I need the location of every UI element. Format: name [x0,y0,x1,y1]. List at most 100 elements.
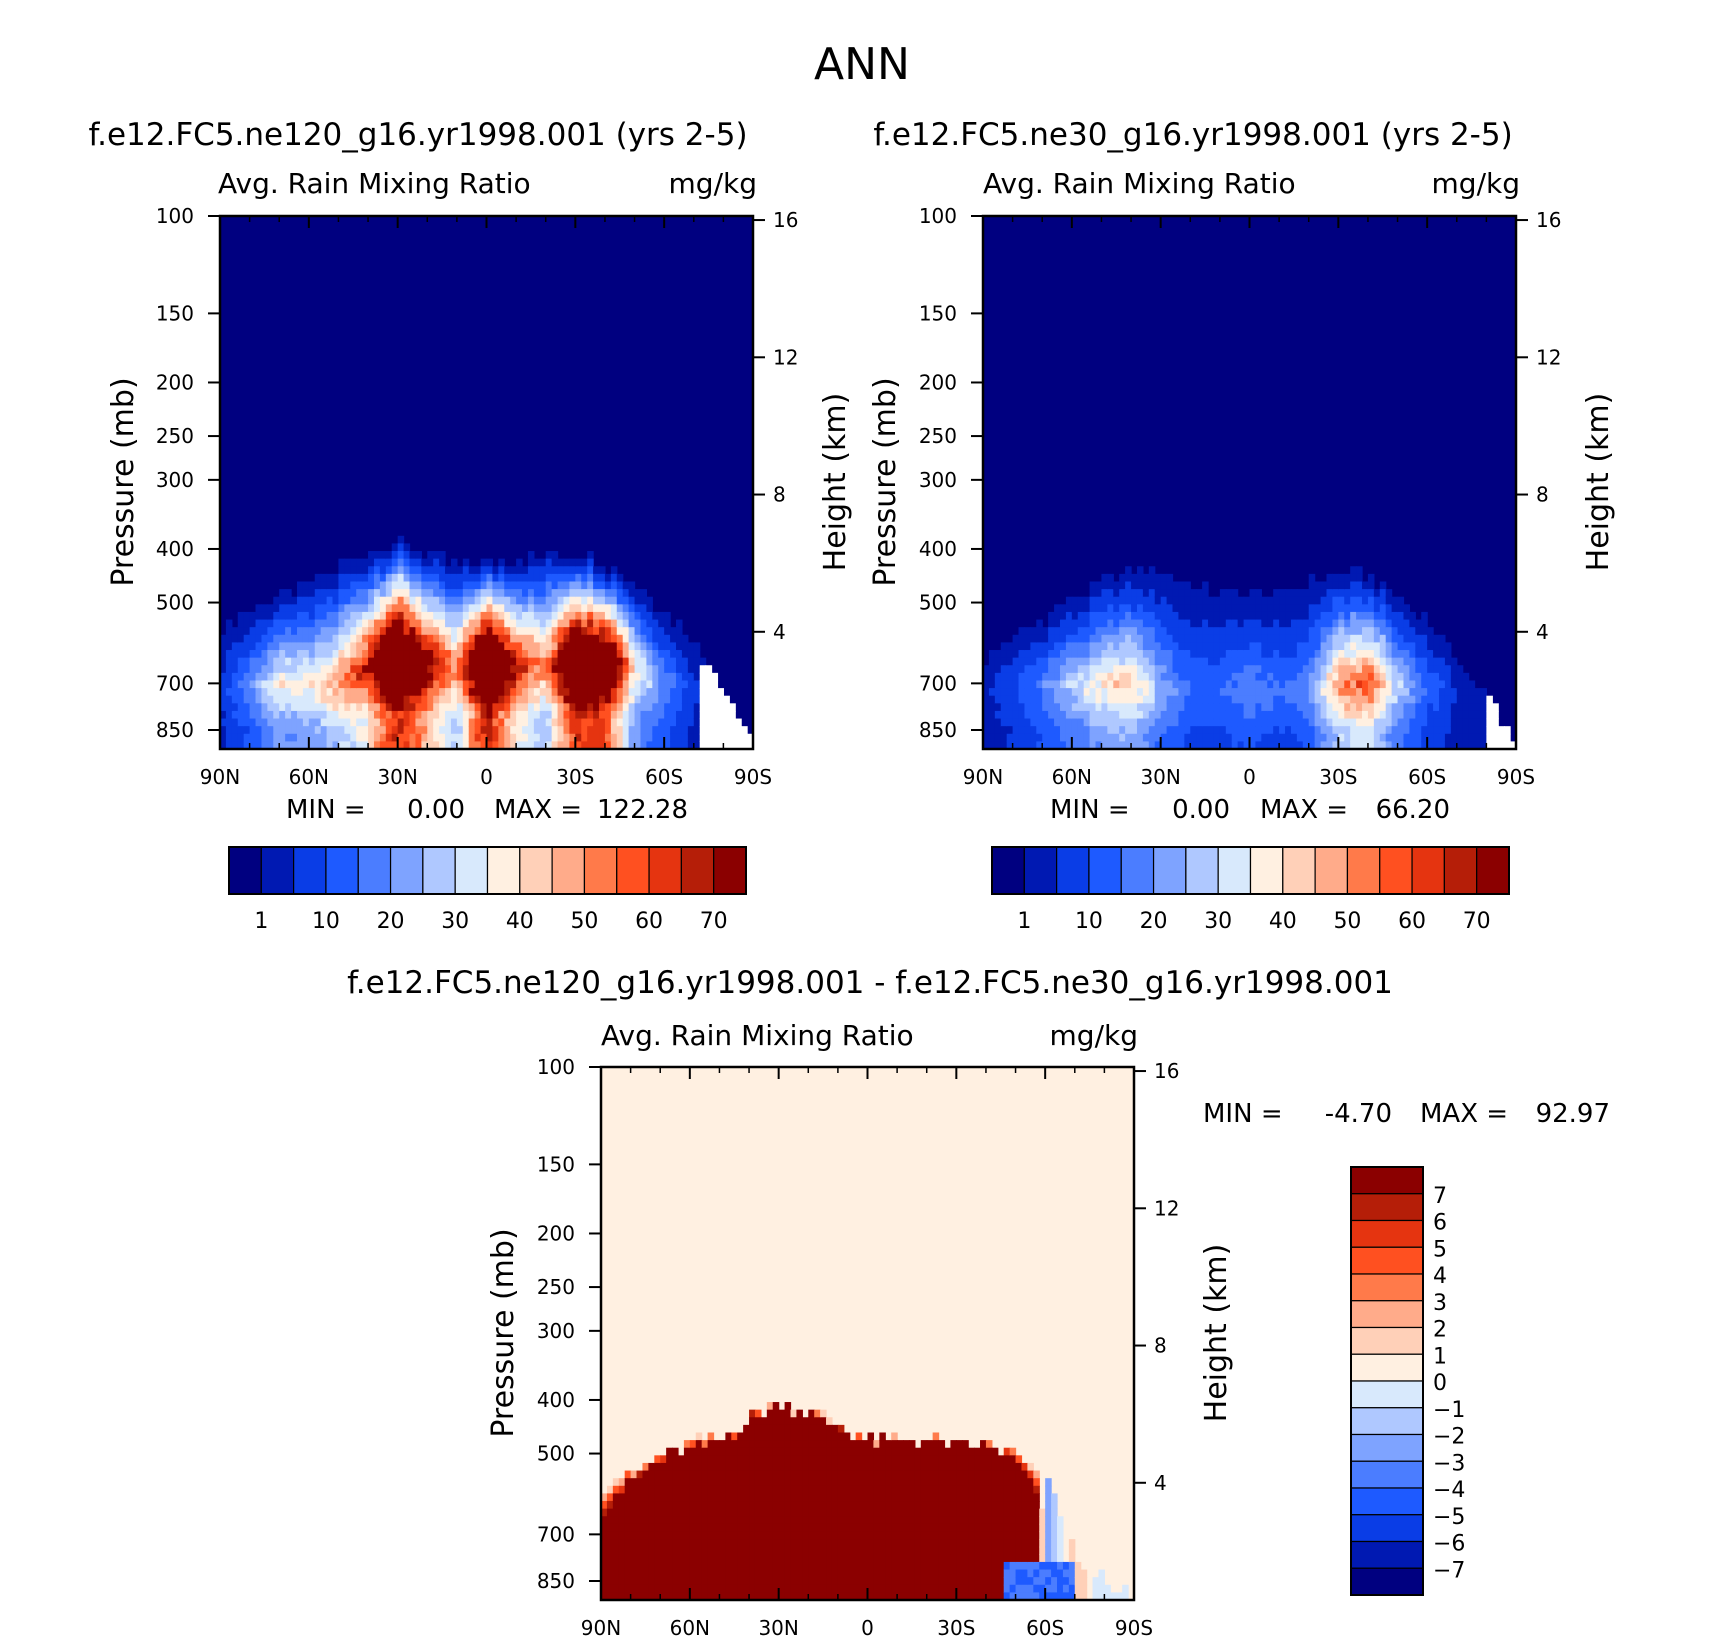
field-cell [903,1447,910,1456]
field-cell [1314,665,1322,674]
field-cell [1006,703,1014,712]
field-cell [462,680,470,689]
field-cell [1172,672,1180,682]
field-cell [634,657,642,666]
field-cell [314,680,322,689]
field-cell [1148,718,1156,727]
field-cell [1071,642,1079,651]
field-cell [1125,634,1132,643]
field-cell [1107,680,1114,689]
field-cell [711,718,719,727]
field-cell [1142,657,1150,666]
field-cell [261,710,268,720]
field-cell [421,672,428,682]
field-cell [754,1462,762,1472]
field-cell [291,733,298,742]
field-cell [1083,650,1091,659]
field-cell [1427,741,1434,750]
field-cell [415,710,422,720]
field-cell [849,1577,857,1586]
field-cell [373,573,381,583]
field-cell [681,695,689,704]
field-cell [1373,604,1381,613]
field-cell [1338,733,1345,742]
field-cell [373,710,381,720]
field-cell [1379,627,1387,636]
field-cell [421,573,428,583]
field-cell [468,627,476,636]
field-cell [885,1584,892,1593]
field-cell [1279,680,1286,689]
field-cell [403,611,411,621]
field-cell [563,680,571,689]
field-cell [1018,741,1026,750]
field-cell [267,642,274,651]
field-cell [563,703,571,712]
field-cell [749,1501,756,1510]
field-cell [1350,642,1357,651]
field-cell [510,650,517,659]
field-cell [855,1501,863,1510]
field-cell [356,619,363,628]
field-cell [1125,741,1132,750]
field-cell [634,680,642,689]
field-cell [486,566,494,575]
field-cell [885,1546,892,1555]
field-cell [569,695,576,704]
field-cell [1362,726,1369,735]
field-cell [778,1440,786,1449]
field-cell [693,695,701,704]
field-cell [533,619,541,628]
field-cell [1136,703,1144,712]
field-cell [660,1523,667,1533]
field-cell [914,1470,922,1479]
field-cell [1290,665,1298,674]
field-cell [1379,619,1387,628]
field-cell [510,665,517,674]
field-cell [760,1584,768,1593]
field-cell [1237,726,1245,735]
field-cell [849,1478,857,1487]
field-cell [737,1539,744,1548]
field-cell [725,1569,732,1578]
field-cell [654,1531,661,1540]
field-cell [533,596,541,605]
field-cell [314,703,322,712]
field-cell [1421,672,1428,682]
field-cell [914,1577,922,1586]
y2-tick-label: 16 [773,208,798,232]
field-cell [220,688,227,697]
field-cell [1071,741,1079,750]
field-cell [1403,657,1410,666]
field-cell [1385,589,1393,598]
field-cell [563,627,571,636]
field-cell [1160,627,1168,636]
field-cell [843,1493,851,1502]
field-cell [1024,634,1031,643]
field-cell [291,657,298,666]
y-tick-label: 700 [919,671,957,695]
field-cell [1261,680,1268,689]
field-cell [1071,710,1079,720]
field-cell [672,1554,679,1563]
field-cell [1320,710,1328,720]
field-cell [808,1569,815,1578]
field-cell [778,1577,786,1586]
field-cell [932,1455,940,1464]
field-cell [707,1554,715,1563]
field-cell [557,573,565,583]
field-cell [1131,703,1138,712]
y-tick-label: 100 [919,204,957,228]
field-cell [1042,680,1049,689]
field-cell [820,1493,827,1502]
field-cell [1178,650,1185,659]
field-cell [926,1554,934,1563]
field-cell [1326,741,1334,750]
field-cell [220,650,227,659]
field-cell [731,1577,738,1586]
field-cell [308,634,316,643]
field-cell [719,1470,726,1479]
field-cell [450,695,458,704]
field-cell [445,718,452,727]
field-cell [533,589,541,598]
